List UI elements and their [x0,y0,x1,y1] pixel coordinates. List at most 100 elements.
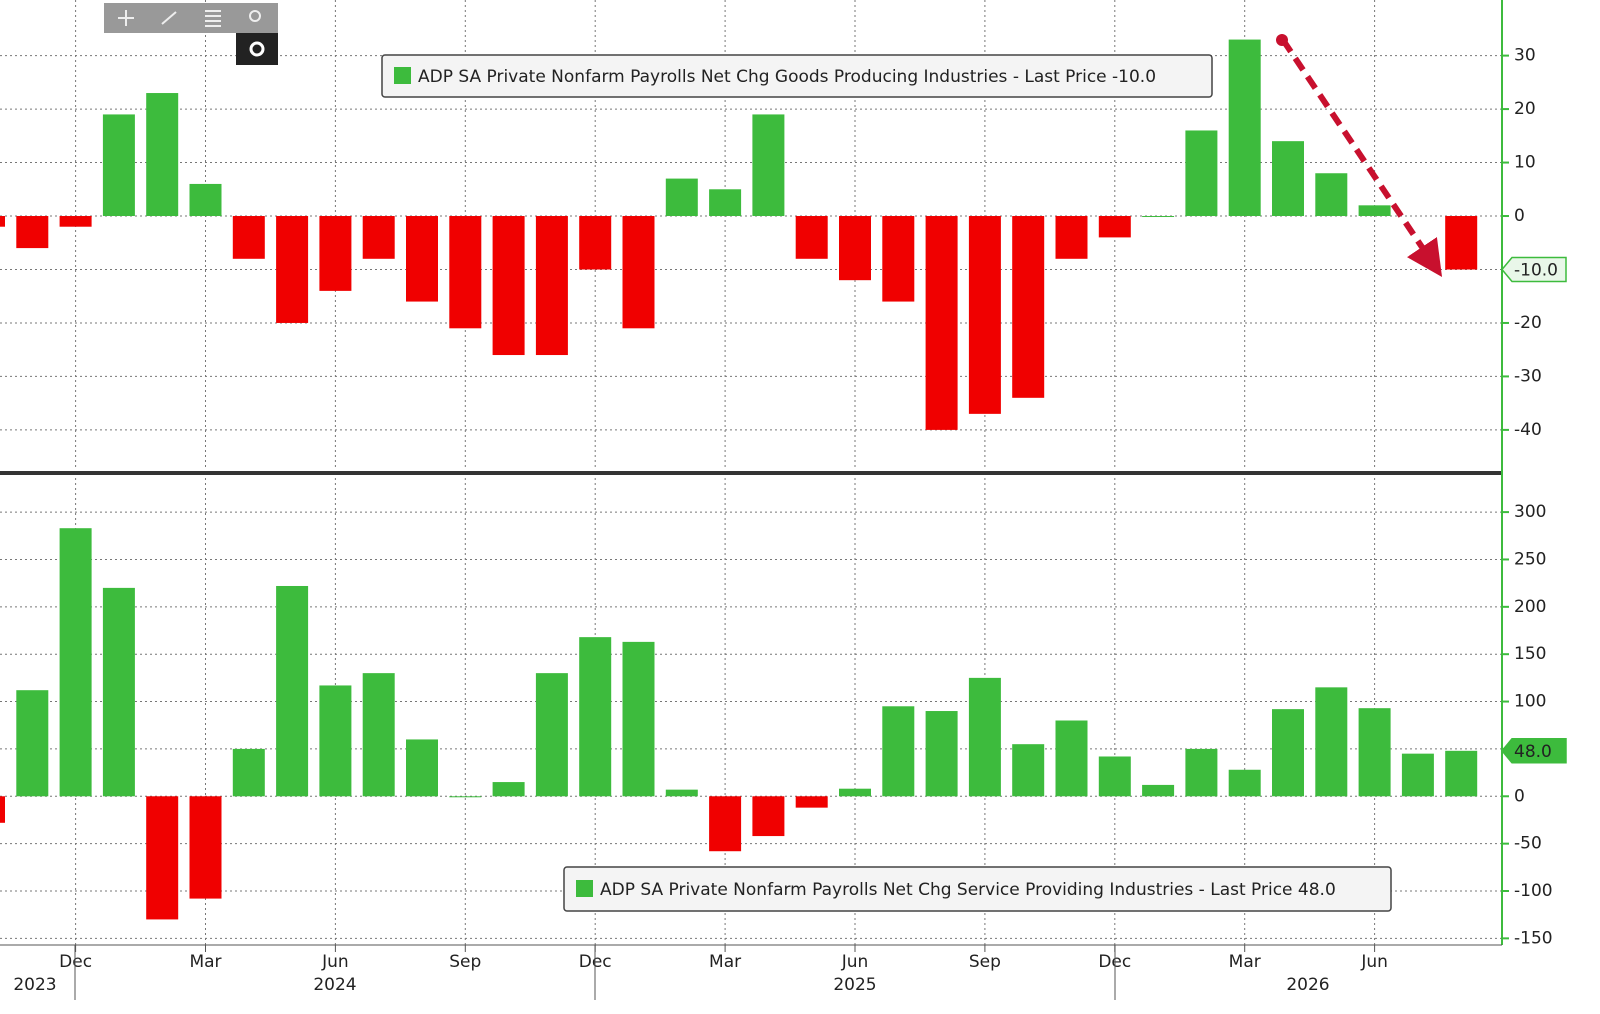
bar [839,788,871,797]
bar [968,677,1001,797]
bar [665,789,698,797]
bar [1445,750,1478,797]
bar [752,796,785,837]
bar [362,673,395,797]
bar [925,216,958,430]
bar [795,796,828,808]
toolbar-icon [249,41,265,57]
bar [1358,205,1391,217]
legend-box [563,866,1392,912]
legend-label: ADP SA Private Nonfarm Payrolls Net Chg … [600,880,1336,900]
y-tick-label: 0 [1514,786,1525,806]
x-tick-label: Dec [59,952,92,972]
y-tick-label: 0 [1514,206,1525,226]
y-tick-label: 100 [1514,692,1546,712]
year-label: 2024 [313,975,356,995]
legend-swatch [576,880,593,897]
bar [622,641,655,797]
toolbar-icon[interactable] [161,11,177,25]
y-tick-label: -150 [1514,928,1553,948]
x-tick-label: Mar [709,952,741,972]
bar [579,216,612,270]
y-tick-label: 20 [1514,99,1536,119]
bar [102,587,135,797]
bar [1142,784,1175,797]
bar [1185,130,1218,217]
bar [1228,769,1261,797]
bar [59,216,92,227]
bar [709,796,742,852]
legend-label: ADP SA Private Nonfarm Payrolls Net Chg … [418,67,1156,87]
bar [1098,756,1131,797]
bar [59,528,92,797]
last-price-tag [1501,738,1567,764]
y-tick-label: -50 [1514,834,1542,854]
trend-arrow [1280,38,1443,277]
bar [882,216,915,302]
last-price-tag [1501,256,1567,283]
bar [535,216,568,356]
legend-swatch [394,67,411,84]
toolbar-button[interactable] [236,33,278,65]
bar [1098,216,1131,238]
bar [1315,173,1348,217]
bar [146,796,179,920]
toolbar-icon[interactable] [118,10,134,26]
bar [362,216,395,259]
bar [276,216,309,323]
bars-layer [0,39,1478,920]
bar [1142,216,1175,218]
bar [406,216,438,302]
bar [1055,216,1088,259]
bar [752,114,785,217]
bar [406,739,438,797]
bar [579,637,612,797]
toolbar [104,3,278,65]
last-price-label: 48.0 [1514,742,1552,762]
bar [622,216,655,329]
bar [449,796,482,798]
toolbar-icon[interactable] [205,10,221,27]
bar [665,178,698,217]
bar [189,183,222,217]
bar [535,673,568,797]
x-tick-label: Jun [841,952,869,972]
bar [1445,216,1478,270]
bar [1315,687,1348,797]
y-tick-label: -100 [1514,881,1553,901]
bar [232,748,265,797]
bar [1401,753,1434,797]
x-tick-label: Jun [1360,952,1388,972]
year-label: 2026 [1286,975,1329,995]
y-tick-label: 10 [1514,153,1536,173]
bar [925,711,958,797]
bar [1055,720,1088,797]
toolbar-icon[interactable] [249,10,261,22]
bar [492,782,525,797]
bar [1272,709,1304,797]
year-label: 2023 [13,975,56,995]
bar [102,114,135,217]
bar [1228,39,1261,217]
x-tick-label: Mar [1229,952,1261,972]
bar [146,93,179,217]
arrow-start [1276,34,1288,46]
y-tick-label: -40 [1514,420,1542,440]
x-tick-label: Sep [449,952,481,972]
bar [16,216,49,249]
bar [492,216,525,356]
y-tick-label: 30 [1514,46,1536,66]
y-tick-label: 300 [1514,502,1546,522]
legend-box [381,54,1213,98]
bar [968,216,1001,414]
bar [319,685,352,797]
y-tick-label: -20 [1514,313,1542,333]
bar [319,216,352,291]
bar [189,796,222,899]
bar [1185,748,1218,797]
x-tick-label: Mar [189,952,221,972]
bar [449,216,482,329]
bar [839,216,871,281]
